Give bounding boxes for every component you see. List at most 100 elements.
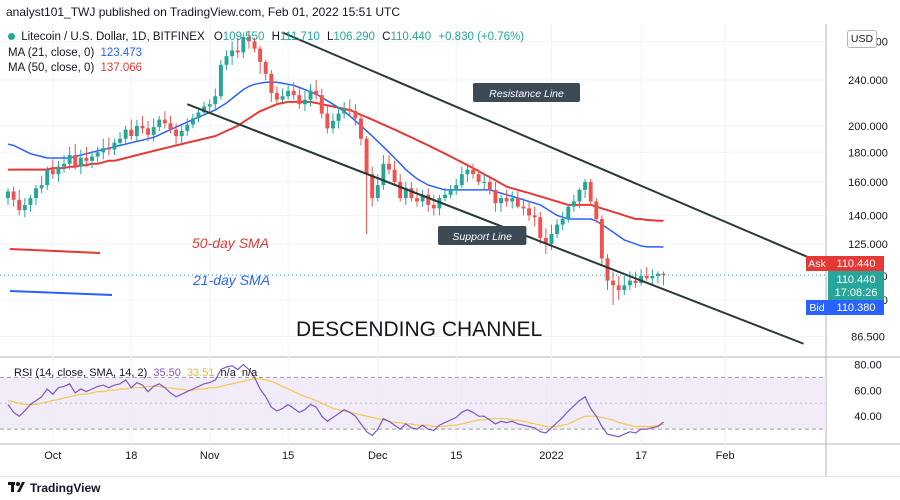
ohlc-low: L106.290 [326,31,375,43]
sma50-annotation: 50-day SMA [192,235,269,251]
candle-body [230,50,235,57]
candle-body [487,181,492,190]
bid-label-bg [806,300,828,315]
price-tick-label: 240.000 [848,75,888,87]
ma21-line [7,81,664,248]
candle-body [566,206,571,220]
candle-body [314,90,319,96]
candle-body [644,276,649,279]
publisher-bar: analyst101_TWJ published on TradingView.… [0,0,900,24]
candle-body [190,118,195,125]
candle-body [325,113,330,129]
candle-body [633,280,638,283]
candle-body [263,61,268,74]
candle-body [521,206,526,209]
price-change: +0.830 (+0.76%) [438,31,525,43]
candle-body [336,113,341,121]
candle-body [28,198,33,205]
candle-body [112,142,117,150]
ma21-legend[interactable]: MA (21, close, 0) 123.473 [8,47,143,59]
footer-bar: TradingView [0,476,900,500]
ohlc-high: H111.710 [271,31,320,43]
ohlc-open: O109.550 [213,31,265,43]
candle-body [123,129,128,139]
candle-body [34,188,38,199]
candle-body [555,224,560,235]
candle-body [224,56,229,65]
candle-body [118,138,123,143]
candle-body [510,198,515,202]
candle-body [549,234,554,244]
bid-value-bg [828,300,884,315]
ma50-line [8,100,664,222]
candle-body [78,157,83,167]
candle-body [157,119,162,128]
symbol-title[interactable]: Litecoin / U.S. Dollar, 1D, BITFINEX [21,31,205,43]
candle-body [342,108,347,114]
ma50-value: 137.066 [100,62,143,74]
candle-body [39,185,44,189]
candle-body [482,181,487,183]
resistance-label-box [473,83,580,102]
candle-body [359,118,363,139]
candle-body [246,36,251,42]
price-tick-label: 125.000 [848,239,888,251]
candle-body [454,185,459,190]
candle-body [50,169,55,175]
symbol-header: Litecoin / U.S. Dollar, 1D, BITFINEX O10… [8,31,524,43]
candle-body [213,96,218,105]
candle-body [45,169,50,186]
ma50-legend[interactable]: MA (50, close, 0) 137.066 [8,62,143,74]
candle-body [174,129,179,137]
candle-body [532,215,537,218]
resistance-line [282,31,827,266]
candle-body [448,189,453,195]
time-tick-label: 15 [282,450,294,462]
last-value-bg [828,271,884,300]
candle-body [11,191,16,200]
time-tick-label: Feb [716,450,735,462]
rsi-legend[interactable]: RSI (14, close, SMA, 14, 2) 35.50 33.51 … [14,367,258,379]
ma21-value: 123.473 [100,47,143,59]
candle-body [499,198,504,204]
currency-button[interactable]: USD [847,30,877,48]
candle-body [560,219,565,225]
candle-body [207,104,212,107]
resistance-label-text: Resistance Line [489,88,564,100]
candle-body [101,148,106,153]
time-tick-label: 15 [450,450,462,462]
candle-body [588,181,593,202]
ask-label-text: Ask [808,258,826,270]
candle-body [409,188,414,199]
candle-body [616,285,621,291]
candle-body [415,198,419,202]
candle-body [280,96,285,100]
candle-body [22,204,27,211]
time-tick-label: Nov [200,450,220,462]
rsi-sma-value: 33.51 [186,367,215,379]
tradingview-logo-icon [8,482,25,492]
candle-body [84,157,89,161]
candle-body [291,90,296,96]
sma21-annotation: 21-day SMA [192,272,270,288]
sma21-legend-line [9,290,113,296]
candle-body [241,36,246,53]
candle-body [639,276,644,283]
candle-body [56,166,61,175]
time-tick-label: 17 [635,450,647,462]
ask-label-bg [806,256,828,271]
candle-body [129,129,134,137]
candle-body [594,201,599,220]
candle-body [392,169,397,182]
candle-body [538,217,543,238]
price-tick-label: 86.500 [851,331,885,343]
publisher-line: analyst101_TWJ published on TradingView.… [6,5,401,19]
candle-body [134,125,139,137]
bid-label-text: Bid [809,302,824,314]
candle-body [650,276,655,279]
candle-body [398,181,403,199]
footer-brand[interactable]: TradingView [30,481,101,495]
candle-body [151,127,156,135]
support-label-box [438,226,527,245]
